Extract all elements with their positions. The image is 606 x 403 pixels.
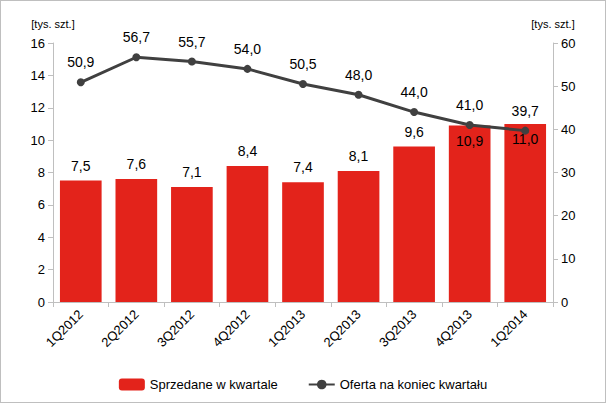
- svg-text:2Q2012: 2Q2012: [98, 307, 141, 350]
- svg-text:Sprzedane w kwartale: Sprzedane w kwartale: [150, 377, 278, 392]
- svg-text:3Q2013: 3Q2013: [376, 307, 419, 350]
- svg-text:11,0: 11,0: [512, 130, 539, 147]
- svg-text:8,4: 8,4: [238, 143, 258, 159]
- svg-text:39,7: 39,7: [512, 103, 539, 119]
- svg-text:6: 6: [38, 197, 45, 212]
- svg-text:16: 16: [31, 36, 45, 51]
- svg-text:7,1: 7,1: [182, 164, 202, 180]
- svg-text:50,5: 50,5: [289, 56, 316, 72]
- svg-text:50: 50: [561, 79, 575, 94]
- svg-text:12: 12: [31, 100, 45, 115]
- svg-text:7,6: 7,6: [127, 156, 147, 172]
- svg-text:[tys. szt.]: [tys. szt.]: [531, 18, 574, 30]
- svg-text:10: 10: [31, 133, 45, 148]
- svg-text:30: 30: [561, 165, 575, 180]
- svg-text:7,5: 7,5: [71, 158, 91, 174]
- svg-text:2Q2013: 2Q2013: [321, 307, 364, 350]
- svg-text:55,7: 55,7: [178, 34, 205, 50]
- svg-text:10: 10: [561, 251, 575, 266]
- svg-text:41,0: 41,0: [456, 97, 483, 113]
- svg-text:4: 4: [38, 230, 45, 245]
- svg-text:10,9: 10,9: [456, 133, 483, 149]
- svg-text:0: 0: [561, 295, 568, 310]
- svg-text:8: 8: [38, 165, 45, 180]
- svg-text:8,1: 8,1: [349, 148, 369, 164]
- svg-text:48,0: 48,0: [345, 67, 372, 83]
- svg-text:2: 2: [38, 262, 45, 277]
- svg-text:Oferta na koniec kwartału: Oferta na koniec kwartału: [340, 377, 487, 392]
- svg-text:4Q2012: 4Q2012: [209, 307, 252, 350]
- svg-text:44,0: 44,0: [400, 84, 427, 100]
- svg-text:[tys. szt.]: [tys. szt.]: [31, 18, 74, 30]
- svg-text:1Q2012: 1Q2012: [43, 307, 86, 350]
- svg-text:60: 60: [561, 36, 575, 51]
- svg-text:0: 0: [38, 295, 45, 310]
- svg-text:4Q2013: 4Q2013: [432, 307, 475, 350]
- svg-text:40: 40: [561, 122, 575, 137]
- svg-text:54,0: 54,0: [234, 41, 261, 57]
- svg-text:9,6: 9,6: [404, 124, 424, 140]
- svg-text:14: 14: [31, 68, 45, 83]
- svg-text:3Q2012: 3Q2012: [154, 307, 197, 350]
- svg-text:20: 20: [561, 208, 575, 223]
- svg-text:7,4: 7,4: [293, 159, 313, 175]
- svg-text:1Q2014: 1Q2014: [487, 307, 530, 350]
- svg-text:1Q2013: 1Q2013: [265, 307, 308, 350]
- svg-text:50,9: 50,9: [67, 54, 94, 70]
- svg-text:56,7: 56,7: [123, 29, 150, 45]
